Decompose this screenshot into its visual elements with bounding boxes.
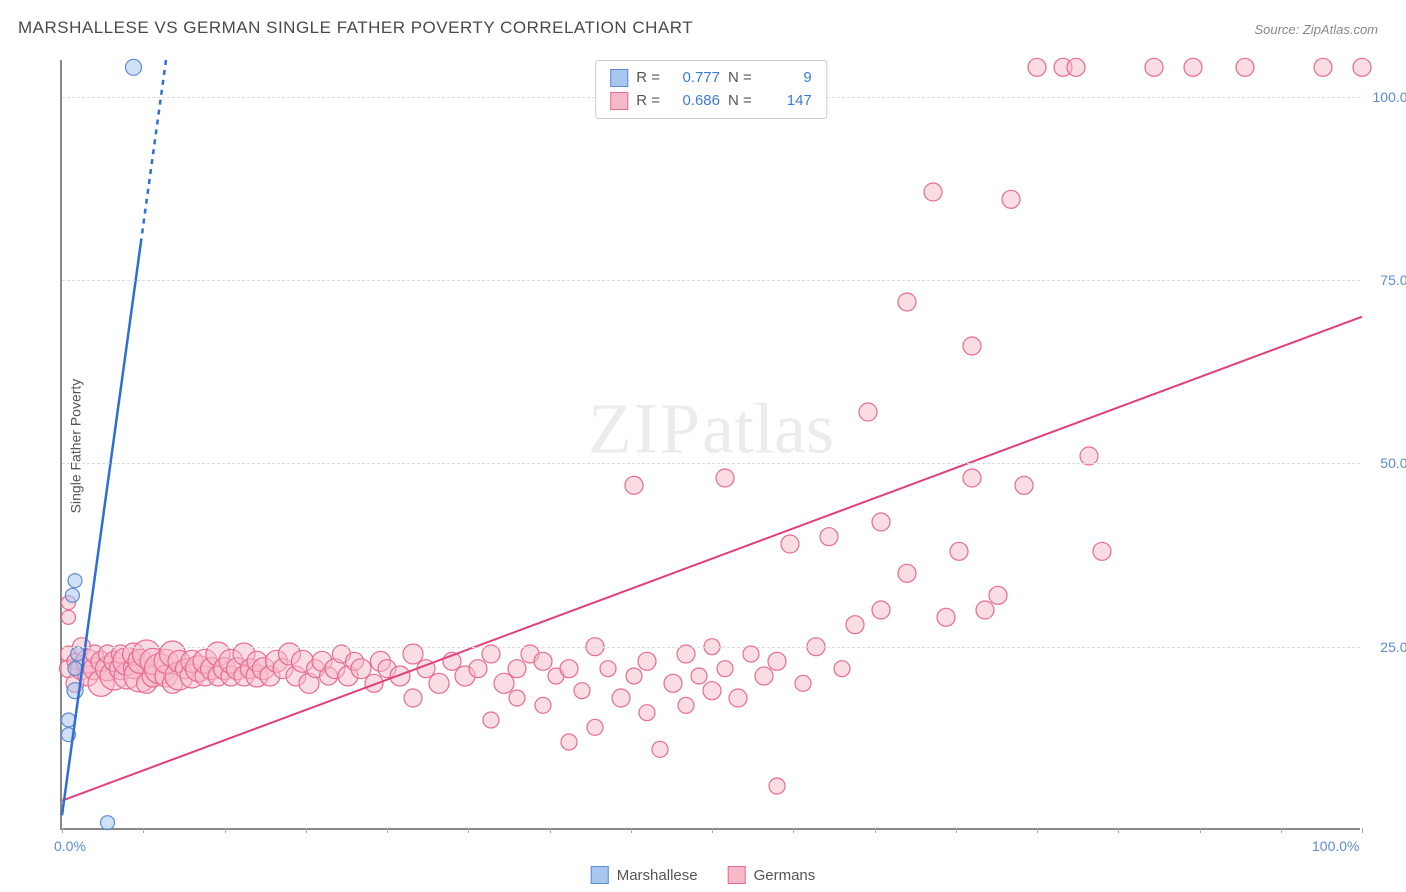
legend-label-marshallese: Marshallese: [617, 867, 698, 884]
legend-r-value-marshallese: 0.777: [670, 67, 720, 90]
legend-r-value-germans: 0.686: [670, 90, 720, 113]
legend-n-value-germans: 147: [762, 90, 812, 113]
legend-correlation: R = 0.777 N = 9 R = 0.686 N = 147: [595, 60, 827, 119]
legend-row-marshallese: R = 0.777 N = 9: [610, 67, 812, 90]
y-tick-label: 75.0%: [1380, 272, 1406, 288]
source-attribution: Source: ZipAtlas.com: [1254, 22, 1378, 37]
y-tick-label: 50.0%: [1380, 455, 1406, 471]
legend-r-label: R =: [636, 67, 660, 90]
chart-title: MARSHALLESE VS GERMAN SINGLE FATHER POVE…: [18, 18, 693, 38]
legend-item-germans: Germans: [728, 866, 816, 884]
plot-svg: [62, 60, 1360, 828]
legend-item-marshallese: Marshallese: [591, 866, 698, 884]
legend-n-label: N =: [728, 67, 752, 90]
legend-swatch-germans: [728, 866, 746, 884]
legend-n-value-marshallese: 9: [762, 67, 812, 90]
legend-r-label: R =: [636, 90, 660, 113]
y-tick-label: 100.0%: [1373, 89, 1406, 105]
plot-area: ZIPatlas R = 0.777 N = 9 R = 0.686 N = 1…: [60, 60, 1360, 830]
x-tick-label: 0.0%: [54, 838, 86, 854]
legend-swatch-marshallese: [610, 69, 628, 87]
legend-swatch-germans: [610, 92, 628, 110]
legend-swatch-marshallese: [591, 866, 609, 884]
legend-series: Marshallese Germans: [591, 866, 816, 884]
legend-label-germans: Germans: [754, 867, 816, 884]
x-tick-label: 100.0%: [1312, 838, 1359, 854]
legend-row-germans: R = 0.686 N = 147: [610, 90, 812, 113]
legend-n-label: N =: [728, 90, 752, 113]
y-tick-label: 25.0%: [1380, 639, 1406, 655]
